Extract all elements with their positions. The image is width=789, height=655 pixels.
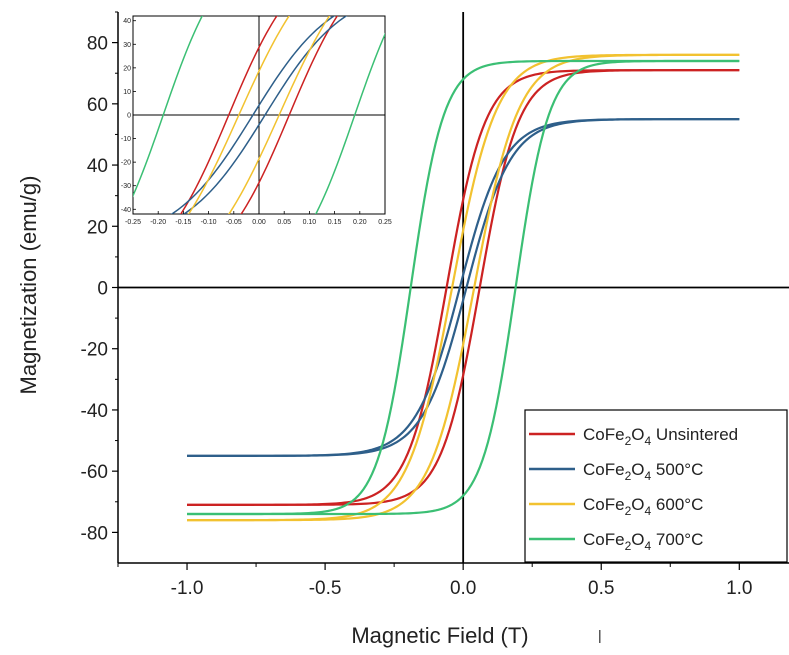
stray-mark: |	[598, 627, 602, 643]
inset-y-tick-label: -30	[121, 183, 131, 190]
y-tick-label: 20	[87, 217, 108, 238]
inset-y-tick-label: 0	[127, 113, 131, 120]
inset-x-tick-label: -0.20	[150, 219, 166, 226]
y-tick-label: -40	[81, 401, 108, 422]
inset-y-tick-label: 40	[123, 18, 131, 25]
x-tick-label: -1.0	[171, 578, 204, 599]
inset-x-tick-label: -0.25	[125, 219, 141, 226]
inset-y-tick-label: -20	[121, 160, 131, 167]
inset-series-line-ascending	[228, 16, 331, 214]
x-tick-label: 1.0	[726, 578, 752, 599]
legend-entry: CoFe2O4 500°C	[583, 460, 703, 483]
inset-series-line-descending	[133, 16, 204, 198]
inset-x-tick-label: 0.05	[277, 219, 291, 226]
y-tick-label: 40	[87, 156, 108, 177]
inset-series-line-descending	[187, 16, 290, 214]
legend-entry: CoFe2O4 700°C	[583, 530, 703, 553]
y-tick-label: -20	[81, 340, 108, 361]
inset-x-tick-label: -0.15	[175, 219, 191, 226]
y-tick-label: 0	[97, 279, 108, 300]
inset-series-line-descending	[170, 16, 336, 214]
series-line-descending	[187, 53, 740, 522]
series-line-descending	[187, 118, 740, 457]
y-axis-title: Magnetization (emu/g)	[16, 176, 41, 395]
y-tick-label: 60	[87, 95, 108, 116]
inset-x-tick-label: -0.10	[201, 219, 217, 226]
y-tick-label: 80	[87, 34, 108, 55]
inset-series-line-ascending	[182, 16, 348, 214]
inset-y-tick-label: 10	[123, 89, 131, 96]
inset-y-tick-label: -10	[121, 136, 131, 143]
inset-y-tick-label: 30	[123, 42, 131, 49]
inset-series-line-ascending	[240, 16, 339, 214]
series-line-descending	[187, 59, 740, 516]
inset-series-line-ascending	[314, 32, 385, 214]
x-axis-title: Magnetic Field (T)	[351, 623, 528, 648]
main-plot: -80 -60 -40 -20 0 20 40 60 80 -1.0 -0.5 0.0 0.5 1.0	[81, 11, 789, 599]
x-tick-label: 0.5	[588, 578, 614, 599]
legend-entry: CoFe2O4 600°C	[583, 495, 703, 518]
y-tick-label: -80	[81, 523, 108, 544]
inset-x-tick-label: 0.20	[353, 219, 367, 226]
inset-series	[133, 16, 385, 214]
x-tick-label: -0.5	[309, 578, 342, 599]
inset-x-tick-label: 0.15	[328, 219, 342, 226]
series-line-descending	[187, 69, 740, 506]
inset-x-tick-label: 0.00	[252, 219, 266, 226]
legend-entry: CoFe2O4 Unsintered	[583, 425, 738, 448]
inset-plot: 40 30 20 10 0 -10 -20 -30 -40 -0.25 -0.20 -0.15 -0.1…	[121, 15, 392, 226]
inset-series-line-descending	[179, 16, 278, 214]
inset-x-tick-label: -0.05	[226, 219, 242, 226]
inset-y-tick-label: -40	[121, 207, 131, 214]
y-tick-label: -60	[81, 462, 108, 483]
x-tick-label: 0.0	[450, 578, 476, 599]
inset-x-tick-label: 0.25	[378, 219, 392, 226]
inset-x-tick-label: 0.10	[303, 219, 317, 226]
inset-y-tick-label: 20	[123, 65, 131, 72]
legend: CoFe2O4 Unsintered CoFe2O4 500°C CoFe2O4 6…	[524, 409, 788, 563]
legend-box	[524, 409, 788, 563]
